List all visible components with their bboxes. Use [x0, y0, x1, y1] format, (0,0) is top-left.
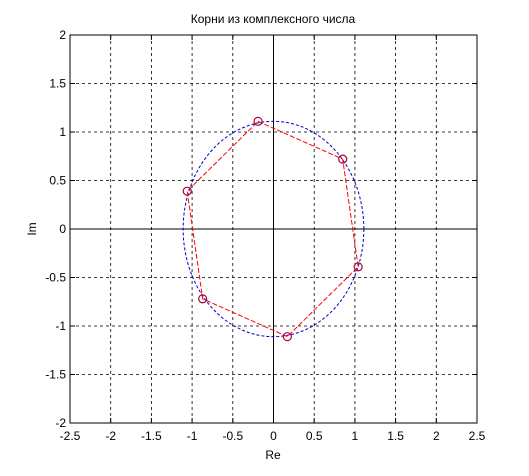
x-tick-label: -2	[105, 429, 116, 443]
x-tick-label: 1.5	[387, 429, 404, 443]
root-polygon	[186, 120, 359, 338]
root-markers	[182, 116, 363, 342]
y-axis-ticks: -2 -1.5 -1 -0.5 0 0.5 1 1.5 2	[45, 28, 477, 430]
x-tick-label: -1	[187, 429, 198, 443]
x-tick-label: 2	[433, 429, 440, 443]
y-axis-label: Im	[25, 222, 39, 235]
root-circle	[182, 120, 365, 338]
x-tick-label: -2.5	[60, 429, 81, 443]
root-point	[198, 294, 208, 304]
x-axis-ticks: -2.5 -2 -1.5 -1 -0.5 0 0.5 1 1.5 2 2.5	[60, 35, 486, 443]
y-tick-label: -0.5	[45, 271, 66, 285]
x-axis-label: Re	[265, 448, 281, 462]
x-tick-label: 1	[352, 429, 359, 443]
root-point	[253, 116, 263, 126]
chart-title: Корни из комплексного числа	[191, 12, 356, 26]
root-point	[353, 262, 363, 272]
root-point	[182, 186, 192, 196]
roots-polygon	[186, 120, 359, 338]
x-tick-label: -1.5	[141, 429, 162, 443]
root-point	[338, 154, 348, 164]
zero-axes	[70, 35, 477, 423]
root-point	[282, 332, 292, 342]
y-tick-label: -2	[55, 416, 66, 430]
y-tick-label: 1.5	[49, 77, 66, 91]
y-tick-label: 0.5	[49, 174, 66, 188]
y-tick-label: -1.5	[45, 368, 66, 382]
y-tick-label: -1	[55, 319, 66, 333]
y-tick-label: 1	[59, 125, 66, 139]
unit-circle	[182, 120, 365, 338]
x-tick-label: -0.5	[222, 429, 243, 443]
x-tick-label: 0	[270, 429, 277, 443]
y-tick-label: 2	[59, 28, 66, 42]
x-tick-label: 2.5	[469, 429, 486, 443]
y-tick-label: 0	[59, 222, 66, 236]
x-tick-label: 0.5	[306, 429, 323, 443]
